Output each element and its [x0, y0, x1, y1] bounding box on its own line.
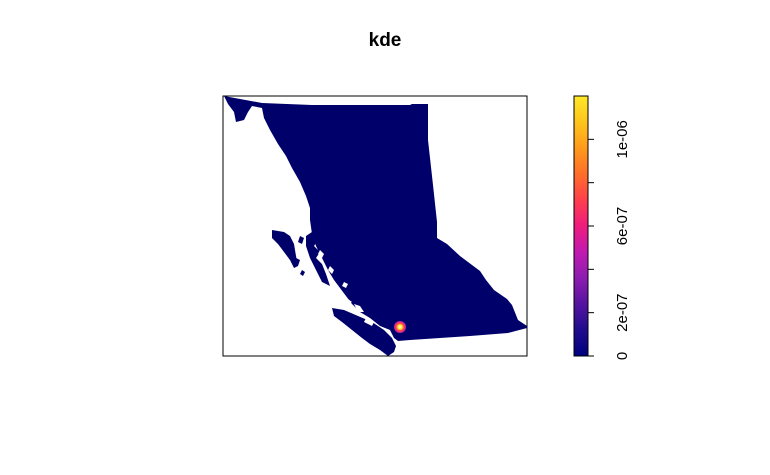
kde-hotspot	[394, 321, 406, 333]
legend-tick-label: 0	[614, 352, 631, 360]
legend-tick-label: 2e-07	[614, 293, 631, 331]
chart-title: kde	[368, 30, 402, 51]
legend-tick-label: 1e-06	[614, 120, 631, 158]
kde-region-vancouver-island	[332, 308, 396, 356]
kde-region-mainland	[224, 96, 527, 341]
coastal-inlets	[318, 250, 374, 326]
kde-region-coast	[306, 232, 330, 286]
plot-frame	[222, 95, 528, 357]
legend-colorbar	[573, 95, 589, 357]
kde-region-islands-small	[294, 236, 305, 276]
legend-tick-label: 6e-07	[614, 207, 631, 245]
kde-region-haida-gwaii	[272, 230, 298, 268]
legend-axis: 0 2e-07 6e-07 1e-06	[588, 120, 631, 360]
